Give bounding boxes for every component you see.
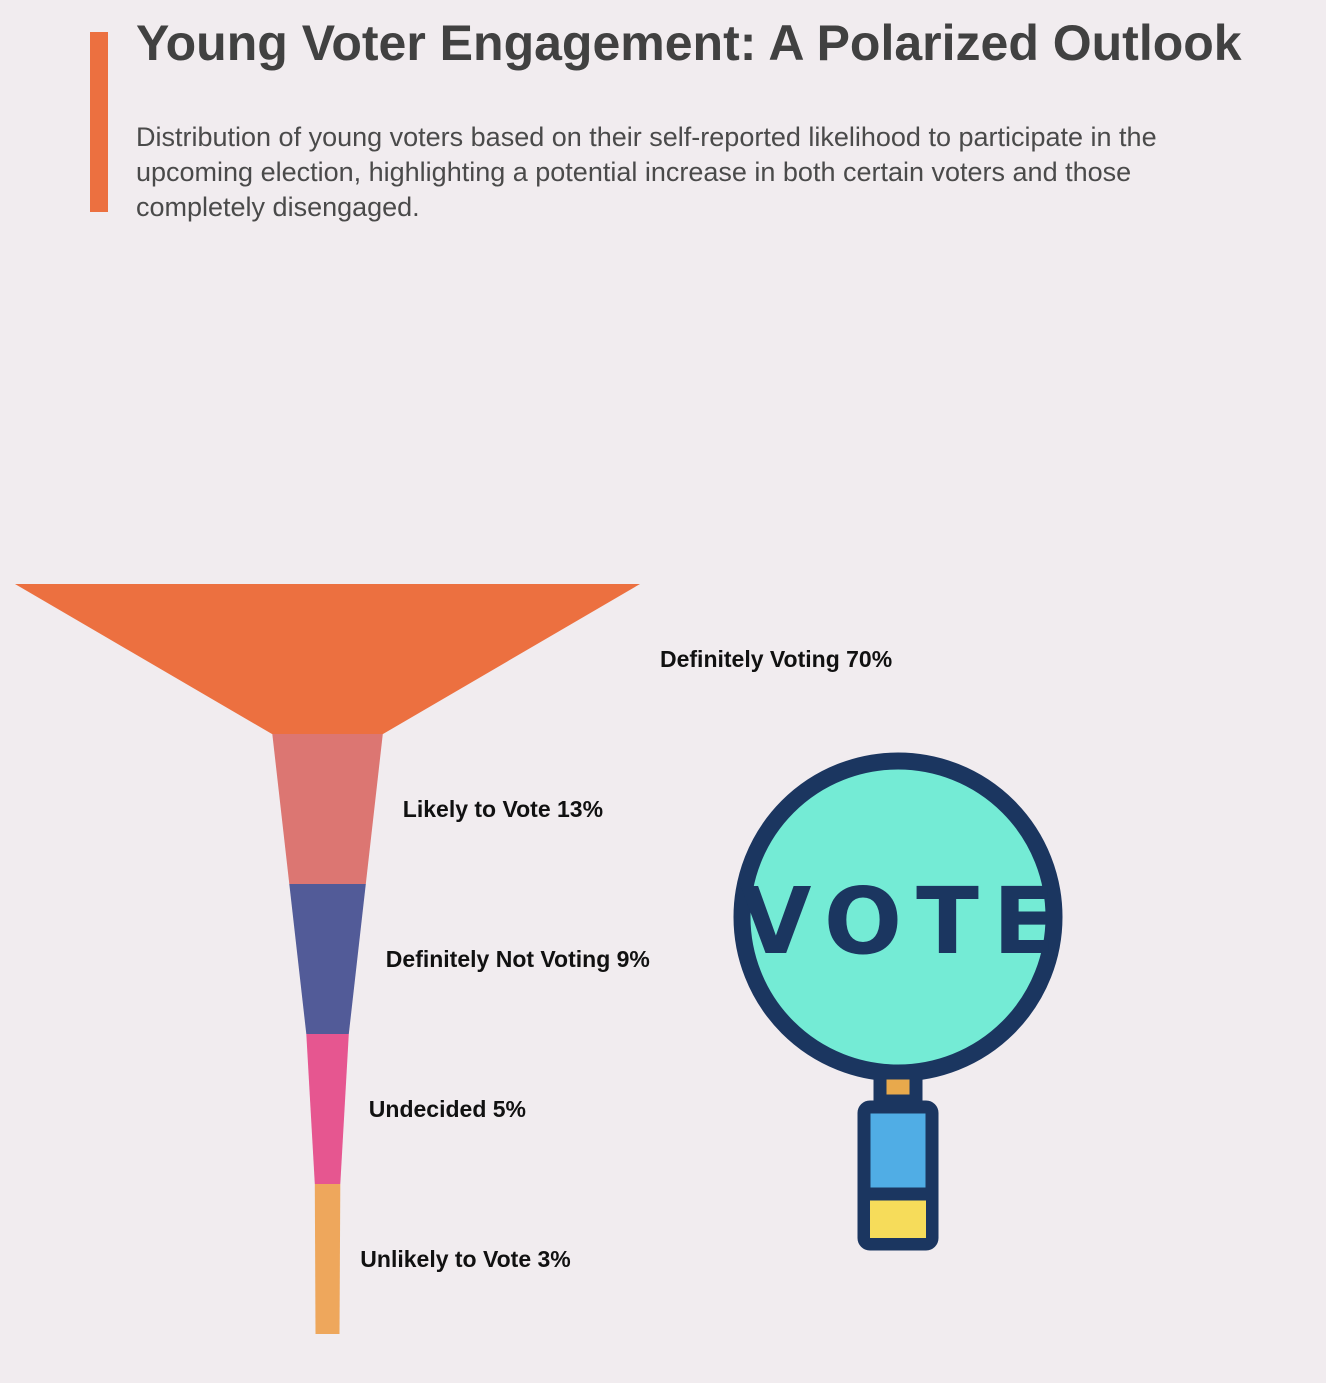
funnel-label-definitely-voting: Definitely Voting 70% — [660, 646, 892, 672]
vote-sign-handle-band — [870, 1196, 926, 1238]
funnel-label-definitely-not-voting: Definitely Not Voting 9% — [386, 946, 650, 972]
funnel-segment-definitely-not-voting — [289, 884, 366, 1034]
page-subtitle: Distribution of young voters based on th… — [136, 122, 1157, 222]
funnel-segment-likely-to-vote — [272, 734, 383, 884]
funnel-segment-undecided — [306, 1034, 349, 1184]
funnel-segment-unlikely-to-vote — [314, 1184, 341, 1334]
funnel-label-unlikely-to-vote: Unlikely to Vote 3% — [360, 1246, 570, 1272]
title-accent-bar — [90, 32, 108, 212]
funnel-label-likely-to-vote: Likely to Vote 13% — [403, 796, 603, 822]
vote-sign-text: VOTE — [740, 868, 1069, 975]
vote-sign-icon: VOTE — [733, 752, 1069, 1251]
funnel-segment-definitely-voting — [15, 584, 640, 734]
vote-sign-connector — [873, 1066, 923, 1108]
page-title: Young Voter Engagement: A Polarized Outl… — [136, 15, 1242, 71]
funnel-label-undecided: Undecided 5% — [369, 1096, 526, 1122]
